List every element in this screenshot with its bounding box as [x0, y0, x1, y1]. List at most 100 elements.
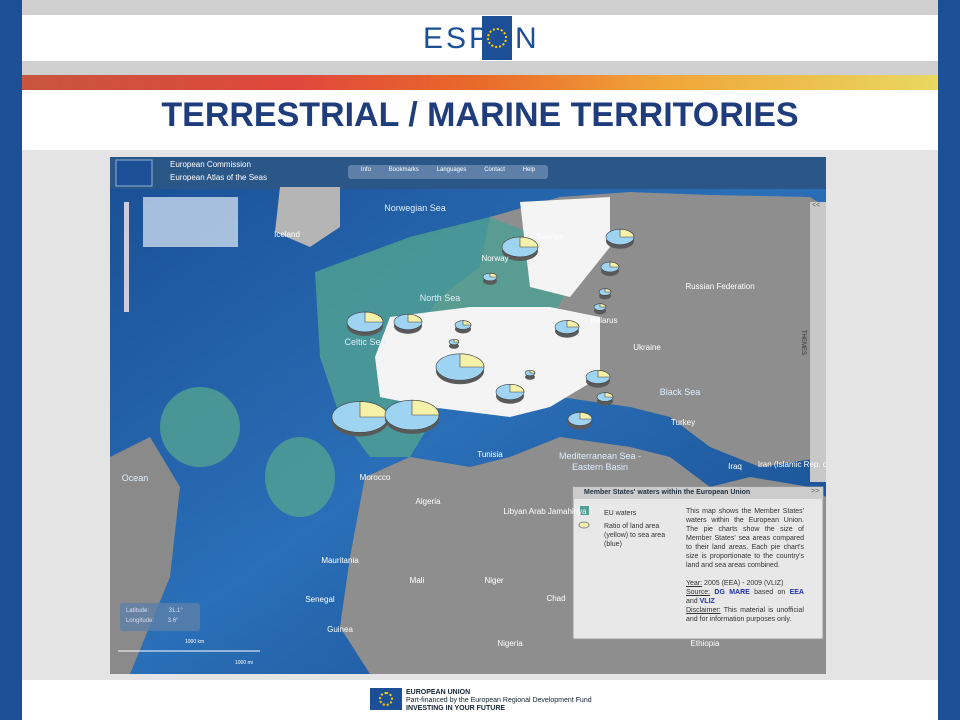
country-label: Libyan Arab Jamahiriya	[503, 507, 587, 516]
footer-line: EUROPEAN UNION	[406, 689, 471, 696]
footer-line: Part-financed by the European Regional D…	[406, 697, 592, 704]
pie-slice	[604, 392, 614, 398]
nav-item[interactable]: Contact	[484, 167, 505, 173]
pie-slice	[509, 383, 525, 393]
eu-waters	[160, 387, 240, 467]
nav-item[interactable]: Help	[522, 167, 536, 173]
nav-item[interactable]: Info	[360, 167, 371, 173]
country-label: Norway	[481, 254, 508, 263]
ec-org: European Commission	[170, 160, 251, 169]
map-screenshot: Norwegian Sea Iceland Sverige Norway Russian…	[110, 157, 826, 674]
pie-slice	[619, 228, 635, 238]
source-link[interactable]: VLIZ	[699, 598, 715, 605]
themes-label: THEMES	[800, 330, 806, 356]
country-label: Mauritania	[321, 556, 359, 565]
footer-line: INVESTING IN YOUR FUTURE	[406, 705, 506, 712]
legend-item: Ratio of land area (yellow) to sea area …	[604, 523, 666, 548]
country-label: Iceland	[274, 230, 300, 239]
sea-label: Celtic Sea	[344, 337, 385, 347]
source-text: and	[686, 598, 698, 605]
land-greenland	[275, 187, 340, 247]
scale-km: 1000 km	[185, 639, 205, 645]
nav-item[interactable]: Bookmarks	[388, 167, 419, 173]
sea-label: Mediterranean Sea -	[559, 451, 641, 461]
country-label: Sverige	[536, 232, 564, 241]
description: This map shows the Member States' waters…	[686, 508, 804, 569]
country-label: Morocco	[360, 473, 391, 482]
scale-mi: 1000 mi	[235, 660, 253, 666]
pie-slice	[529, 369, 536, 374]
coordinate-box	[120, 603, 200, 631]
pie-slice	[462, 320, 472, 326]
pie-slice	[579, 412, 593, 420]
pie-slice	[566, 320, 580, 328]
disclaimer-label: Disclaimer:	[686, 607, 721, 614]
disclaimer: This material is unofficial and for info…	[686, 607, 804, 623]
logo-right: N	[515, 22, 537, 55]
side-bar-right	[938, 0, 960, 720]
lon-label: Longitude:	[126, 618, 155, 624]
pie-slice	[411, 399, 440, 416]
nav-item[interactable]: Languages	[436, 167, 467, 173]
source-label: Source:	[686, 589, 711, 596]
pie-slice	[453, 338, 460, 343]
eu-waters	[265, 437, 335, 517]
pie-slice	[604, 288, 612, 293]
lat: 31.1°	[168, 608, 183, 614]
country-label: Iraq	[728, 462, 742, 471]
pie-slice	[459, 353, 485, 368]
logo-band	[22, 15, 938, 61]
country-label: Niger	[484, 576, 503, 585]
country-label: Tunisia	[477, 450, 503, 459]
pie-slice	[364, 311, 384, 323]
slide-title: TERRESTRIAL / MARINE TERRITORIES	[161, 96, 799, 134]
side-bar-left	[0, 0, 22, 720]
pie-slice	[599, 303, 607, 308]
source-link[interactable]: DG MARE	[714, 589, 750, 596]
country-label: Ukraine	[633, 343, 661, 352]
nav: Info Bookmarks Languages Contact Help	[352, 167, 544, 173]
legend-item: EU waters	[604, 510, 637, 517]
legend-header	[573, 487, 823, 499]
pie-slice	[407, 313, 423, 323]
sea-label: Eastern Basin	[572, 462, 628, 472]
ec-logo	[115, 159, 153, 187]
country-label: Senegal	[305, 595, 335, 604]
eu-countries	[375, 307, 600, 417]
expand-button[interactable]: >>	[811, 488, 820, 495]
legend-title: Member States' waters within the Europea…	[584, 489, 751, 496]
logo-icon	[482, 16, 512, 60]
lat-label: Latitude:	[126, 608, 150, 614]
logo-left: ESP	[423, 22, 493, 55]
country-label: Belarus	[590, 316, 617, 325]
country-label: Russian Federation	[685, 282, 754, 291]
nav-bar	[348, 165, 548, 179]
country-label: Turkey	[671, 418, 695, 427]
legend-text: This map shows the Member States' waters…	[686, 507, 804, 624]
country-label: Nigeria	[497, 639, 523, 648]
country-label: Guinea	[327, 625, 353, 634]
app-name: European Atlas of the Seas	[170, 173, 267, 182]
country-label: Mali	[410, 576, 425, 585]
sea-label: Ocean	[122, 473, 149, 483]
coordinates: Latitude: 31.1° Longitude: 3.6°	[126, 606, 183, 626]
year-label: Year:	[686, 580, 703, 587]
legend-swatch	[580, 506, 589, 515]
source-link[interactable]: EEA	[789, 589, 804, 596]
footer-text: EUROPEAN UNION Part-financed by the Euro…	[406, 689, 592, 713]
overview-map	[143, 197, 238, 247]
lon: 3.6°	[167, 618, 179, 624]
country-label: Algeria	[416, 497, 441, 506]
top-band	[0, 0, 960, 15]
pie-slice	[489, 272, 498, 278]
pie-slice	[609, 261, 620, 268]
year: 2005 (EEA) - 2009 (VLIZ)	[704, 580, 784, 587]
collapse-button[interactable]: <<	[812, 202, 821, 209]
country-label: Ethiopia	[691, 639, 720, 648]
legend-pie	[578, 521, 590, 529]
sea-label: Black Sea	[660, 387, 701, 397]
map-strip	[22, 75, 938, 90]
themes-panel	[810, 202, 826, 482]
sea-label: North Sea	[420, 293, 461, 303]
